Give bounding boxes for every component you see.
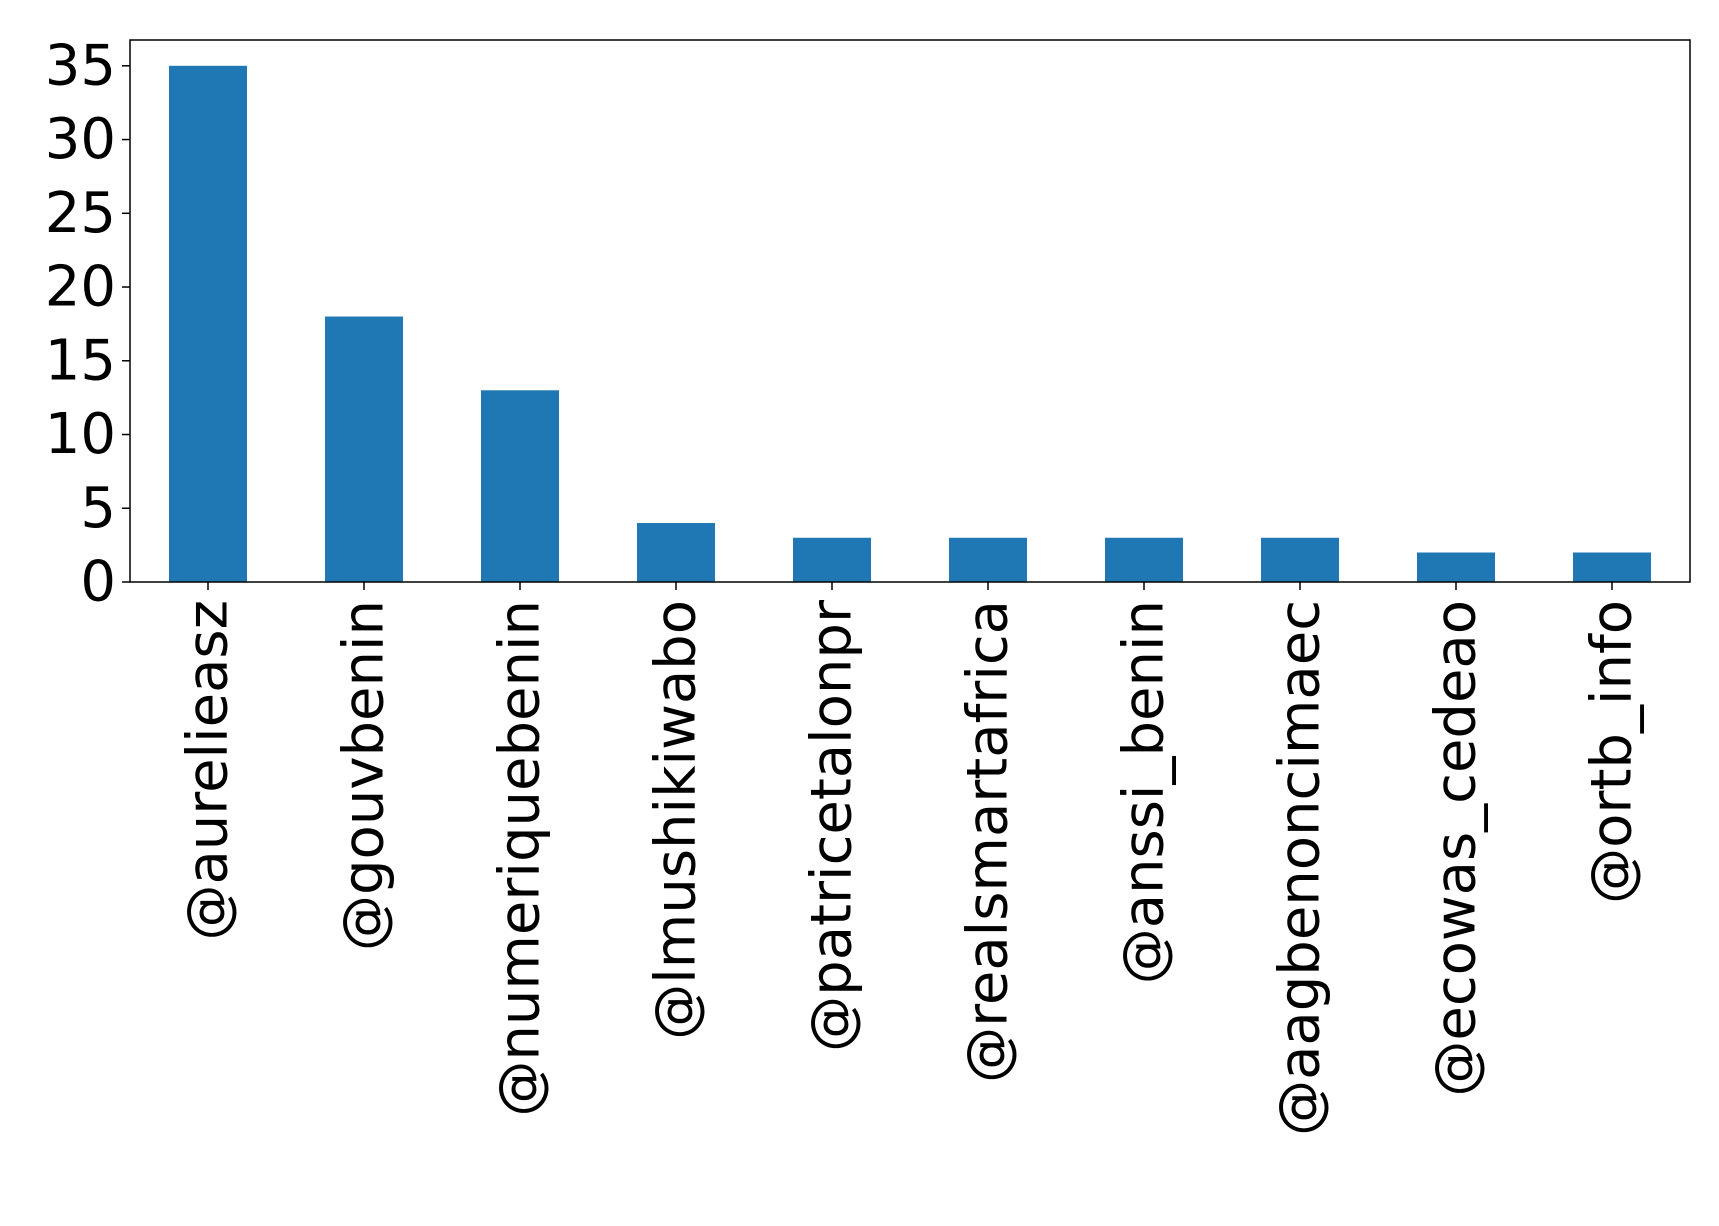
y-tick-label: 0 [80,550,116,615]
x-tick-label: @aagbenoncimaec [1268,600,1333,1136]
bar [169,65,247,583]
plot-frame [129,39,1691,583]
bar [1261,537,1339,582]
y-tick-label: 15 [45,328,116,393]
x-tick-label: @lmushikiwabo [644,600,709,1040]
x-tick-label: @aurelieasz [176,600,241,941]
y-tick-label: 35 [45,33,116,98]
bar [1105,537,1183,582]
y-axis: 0 5 10 15 20 25 30 35 [45,33,130,615]
bar [325,316,403,582]
x-tick-label: @gouvbenin [332,600,397,951]
y-tick-label: 30 [45,107,116,172]
y-tick-label: 20 [45,255,116,320]
bars [169,65,1651,583]
y-tick-label: 25 [45,181,116,246]
bar [481,390,559,582]
x-tick-label: @ecowas_cedeao [1424,600,1489,1097]
x-tick-label: @realsmartafrica [956,600,1021,1083]
bar [637,523,715,582]
y-tick-label: 5 [80,476,116,541]
bar [949,537,1027,582]
x-tick-label: @patricetalonpr [800,599,865,1052]
bar [1417,552,1495,582]
bar [1573,552,1651,582]
bar [793,537,871,582]
x-tick-label: @anssi_benin [1112,600,1177,984]
x-tick-label: @numeriquebenin [488,600,553,1117]
x-tick-label: @ortb_info [1580,600,1645,904]
x-axis: @aurelieasz @gouvbenin @numeriquebenin @lmu… [176,582,1645,1136]
y-tick-label: 10 [45,402,116,467]
